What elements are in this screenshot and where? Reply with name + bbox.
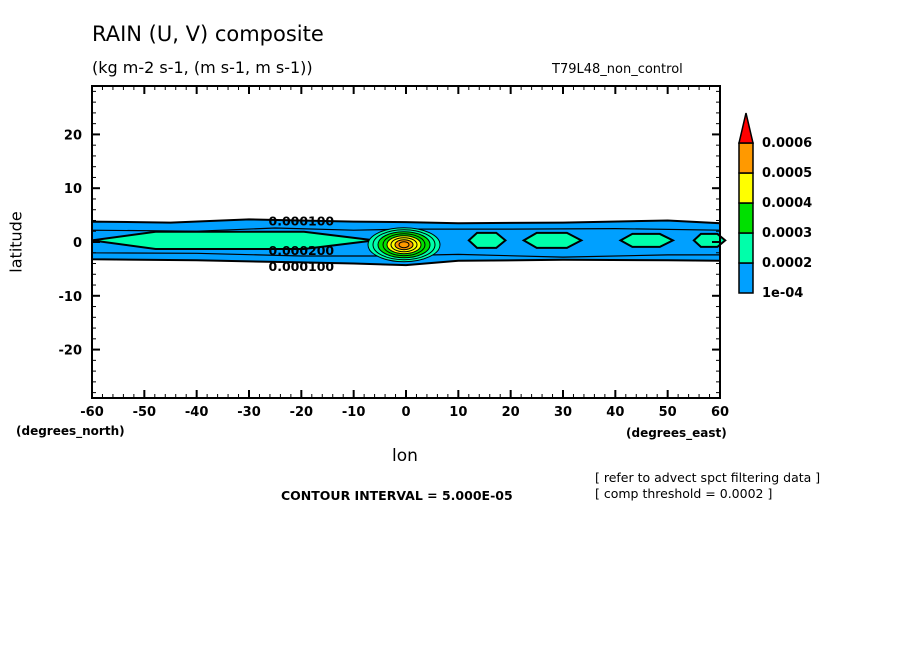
colorbar-label: 0.0004 <box>762 196 812 211</box>
peak-contour-7 <box>398 241 410 249</box>
x-tick-label: 60 <box>711 405 729 420</box>
colorbar-label: 0.0002 <box>762 256 812 271</box>
x-tick-label: 20 <box>502 405 520 420</box>
colorbar-swatch <box>738 232 754 264</box>
x-tick-label: -20 <box>290 405 314 420</box>
y-tick-label: 0 <box>73 236 82 251</box>
x-tick-label: 40 <box>606 405 624 420</box>
y-axis-units: (degrees_north) <box>16 424 125 438</box>
x-tick-label: 10 <box>449 405 467 420</box>
y-tick-label: 20 <box>64 128 82 143</box>
contour-label: 0.000100 <box>269 259 335 274</box>
x-tick-label: -10 <box>342 405 366 420</box>
run-name: T79L48_non_control <box>552 62 683 77</box>
contour-interval-note: CONTOUR INTERVAL = 5.000E-05 <box>281 488 513 503</box>
y-tick-label: -10 <box>59 290 83 305</box>
x-tick-label: -50 <box>133 405 157 420</box>
colorbar-label: 0.0005 <box>762 166 812 181</box>
contour-fill-0002 <box>521 231 584 249</box>
x-axis-units: (degrees_east) <box>626 426 727 440</box>
y-tick-label: 10 <box>64 182 82 197</box>
contour-fill-0002 <box>618 232 676 248</box>
x-tick-label: 30 <box>554 405 572 420</box>
x-tick-label: -30 <box>237 405 261 420</box>
colorbar-label: 0.0006 <box>762 136 812 151</box>
x-axis-label: lon <box>392 446 418 466</box>
colorbar-swatch <box>738 172 754 204</box>
colorbar-swatch <box>738 142 754 174</box>
colorbar-swatch <box>738 262 754 294</box>
contour-label: 0.000200 <box>269 243 335 258</box>
contour-fill-0002 <box>692 232 727 248</box>
colorbar-swatch <box>738 202 754 234</box>
colorbar-extend-arrow <box>738 112 754 144</box>
threshold-note: [ comp threshold = 0.0002 ] <box>595 486 773 501</box>
contour-label: 0.000100 <box>269 213 335 228</box>
x-tick-label: -40 <box>185 405 209 420</box>
filter-note: [ refer to advect spct filtering data ] <box>595 470 821 485</box>
contour-fill-0002 <box>467 231 508 249</box>
y-tick-label: -20 <box>59 344 83 359</box>
x-tick-label: 50 <box>659 405 677 420</box>
colorbar-label: 0.0003 <box>762 226 812 241</box>
colorbar-label: 1e-04 <box>762 286 803 301</box>
x-tick-label: 0 <box>401 405 410 420</box>
x-tick-label: -60 <box>80 405 104 420</box>
chart-title: RAIN (U, V) composite <box>92 22 324 46</box>
chart-subtitle: (kg m-2 s-1, (m s-1, m s-1)) <box>92 58 313 77</box>
